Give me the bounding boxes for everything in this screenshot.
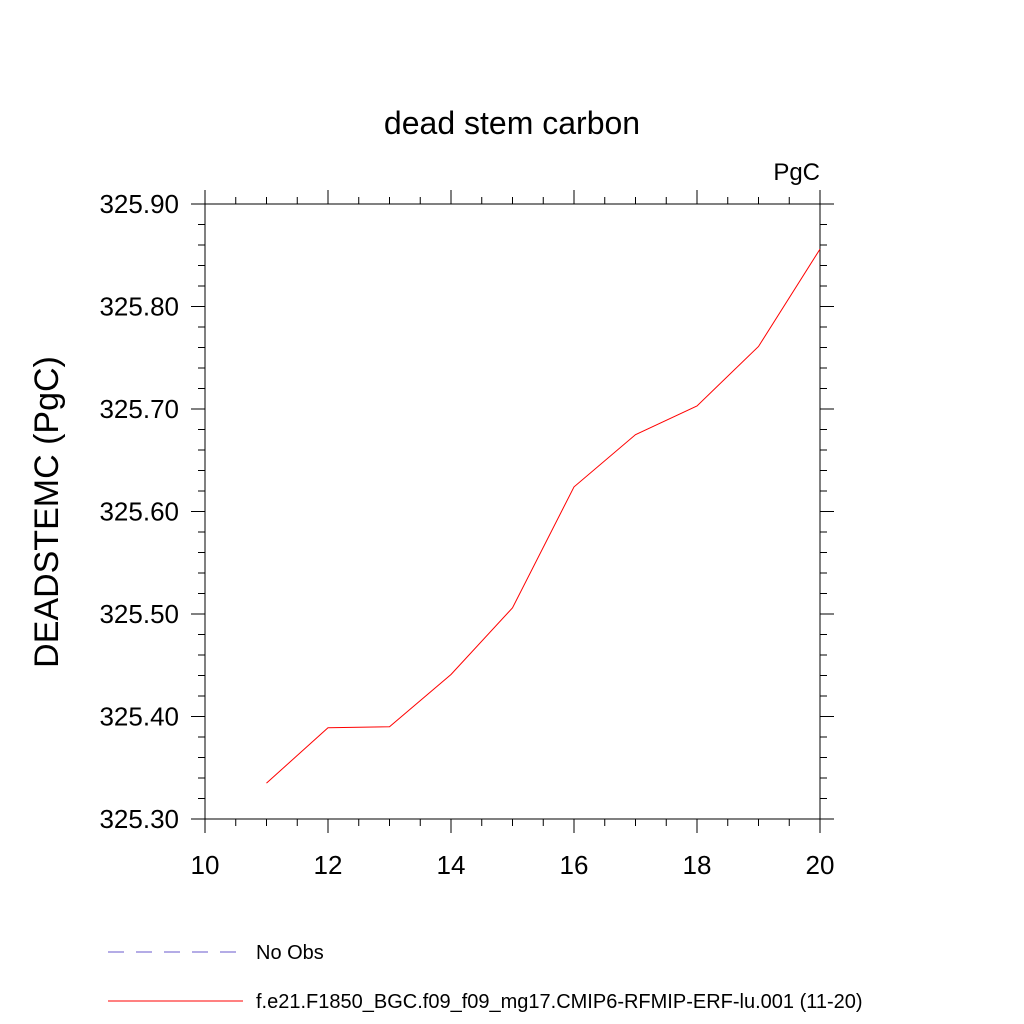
x-tick-label: 20 bbox=[806, 850, 835, 880]
legend: No Obs f.e21.F1850_BGC.f09_f09_mg17.CMIP6… bbox=[108, 942, 863, 1013]
chart-title: dead stem carbon bbox=[384, 105, 640, 141]
y-tick-label: 325.30 bbox=[99, 804, 179, 834]
legend-label: No Obs bbox=[256, 942, 324, 964]
x-tick-label: 10 bbox=[191, 850, 220, 880]
y-tick-label: 325.50 bbox=[99, 599, 179, 629]
tick-labels: 10 12 14 16 18 20 325.30 325.40 325.50 325.60 325.… bbox=[99, 189, 834, 880]
plot-frame bbox=[204, 203, 821, 820]
x-tick-label: 12 bbox=[314, 850, 343, 880]
x-tick-label: 14 bbox=[437, 850, 466, 880]
y-axis-label: DEADSTEMC (PgC) bbox=[28, 356, 66, 668]
x-tick-label: 18 bbox=[683, 850, 712, 880]
legend-label: f.e21.F1850_BGC.f09_f09_mg17.CMIP6-RFMIP… bbox=[256, 991, 863, 1013]
y-tick-label: 325.90 bbox=[99, 189, 179, 219]
y-tick-label: 325.70 bbox=[99, 394, 179, 424]
series-line bbox=[266, 248, 821, 784]
y-tick-label: 325.40 bbox=[99, 702, 179, 732]
units-label: PgC bbox=[773, 159, 820, 186]
y-tick-label: 325.80 bbox=[99, 292, 179, 322]
axis-ticks bbox=[191, 190, 834, 833]
x-tick-label: 16 bbox=[560, 850, 589, 880]
series-layer bbox=[266, 248, 821, 784]
y-tick-label: 325.60 bbox=[99, 497, 179, 527]
